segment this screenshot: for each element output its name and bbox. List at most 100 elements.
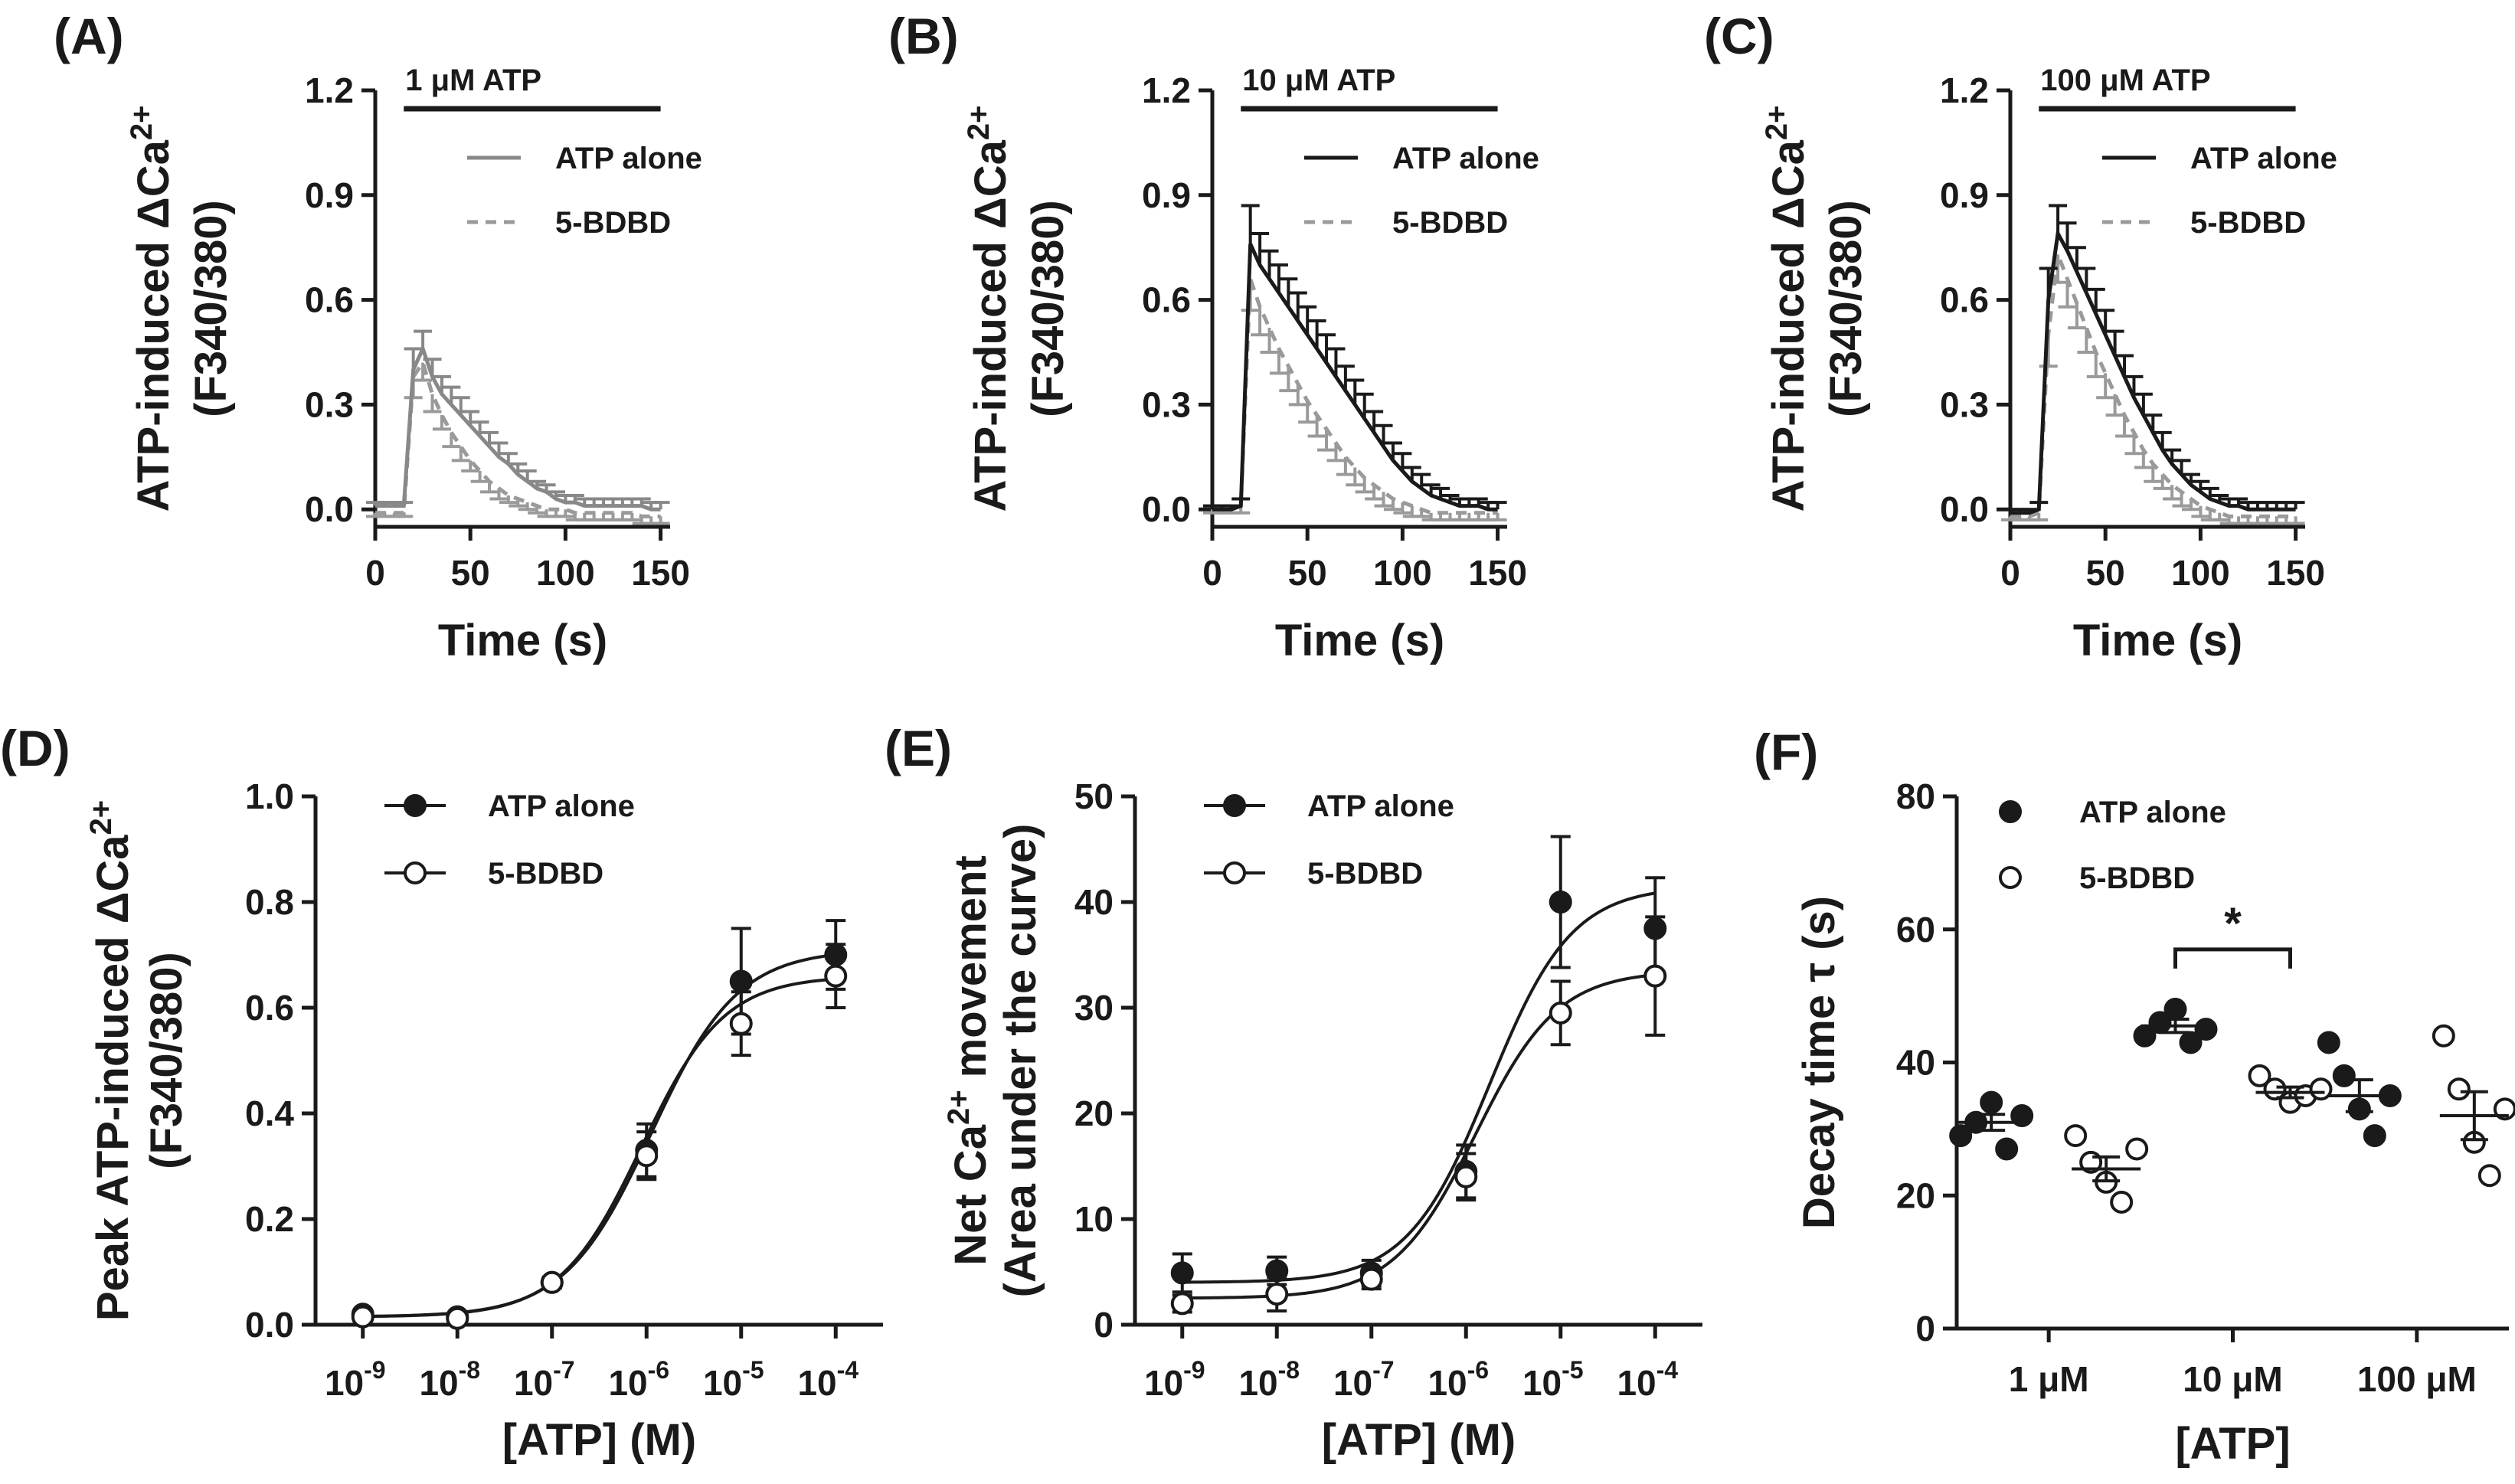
series-line	[2010, 227, 2296, 515]
x-tick-label: 10-6	[1428, 1356, 1489, 1403]
y-tick-label: 0.9	[1142, 175, 1191, 215]
y-tick-label: 0.0	[1940, 489, 1989, 529]
legend-label: ATP alone	[1307, 789, 1454, 823]
y-tick-label: 1.0	[245, 776, 294, 816]
series-atp-alone	[2001, 204, 2305, 515]
legend-label: 5-BDBD	[1307, 857, 1423, 891]
data-point	[1265, 1282, 1289, 1306]
y-tick-label: 1.2	[1940, 70, 1989, 110]
panel-label: (D)	[0, 720, 70, 776]
x-tick-label: 10-8	[1238, 1356, 1300, 1403]
data-point	[729, 969, 753, 993]
y-tick-label: 1.2	[1142, 70, 1191, 110]
series-atp-alone	[1203, 204, 1507, 512]
x-tick-label: 1 μM	[2009, 1359, 2089, 1399]
data-point	[1995, 1137, 2019, 1161]
x-tick-exponent: -5	[742, 1356, 764, 1384]
data-point	[1949, 1124, 1973, 1148]
x-tick-base: 10	[1333, 1363, 1372, 1403]
series-5-bdbd	[351, 943, 848, 1330]
legend-marker	[1999, 800, 2022, 823]
x-axis-label: [ATP] (M)	[502, 1415, 696, 1465]
series-line	[375, 358, 661, 518]
x-tick-exponent: -6	[648, 1356, 669, 1384]
legend-marker	[1223, 794, 1246, 817]
data-point	[2010, 1104, 2034, 1127]
x-tick-base: 10	[1522, 1363, 1562, 1403]
x-tick-base: 10	[703, 1363, 742, 1403]
series-atp-alone	[351, 919, 848, 1329]
x-tick-label: 50	[1288, 553, 1327, 593]
y-tick-label: 40	[1896, 1043, 1935, 1083]
y-axis-label-line2: (F340/380)	[142, 952, 191, 1169]
y-axis-label-line2: (F340/380)	[1821, 200, 1871, 417]
y-axis-label-part: ATP-induced ΔCa	[966, 139, 1015, 512]
fit-curve	[362, 977, 836, 1319]
x-tick-base: 10	[1617, 1363, 1656, 1403]
x-tick-label: 10-4	[1617, 1356, 1678, 1403]
data-point	[729, 1012, 753, 1035]
data-point	[2163, 998, 2187, 1021]
x-tick-base: 10	[1144, 1363, 1183, 1403]
y-axis-label-part: 2+	[962, 106, 996, 141]
x-axis-label: [ATP] (M)	[1322, 1415, 1516, 1465]
series-line	[1212, 278, 1498, 515]
legend-label: ATP alone	[2079, 796, 2226, 829]
y-tick-label: 0.6	[305, 280, 354, 320]
y-tick-label: 20	[1074, 1093, 1114, 1133]
y-axis-label: Net Ca2+ movement	[942, 855, 996, 1266]
x-tick-exponent: -7	[553, 1356, 574, 1384]
panel-label: (E)	[885, 720, 952, 776]
y-tick-label: 80	[1896, 776, 1935, 816]
y-tick-label: 0.4	[245, 1093, 294, 1133]
panel-label: (F)	[1754, 724, 1818, 780]
x-axis-label: [ATP]	[2175, 1419, 2290, 1469]
y-axis-label-line2: (Area under the curve)	[996, 824, 1045, 1298]
data-point	[2263, 1077, 2287, 1101]
legend: ATP alone 5-BDBD	[1999, 796, 2226, 895]
legend-marker	[1223, 861, 1246, 884]
x-tick-label: 150	[1468, 553, 1527, 593]
panel-C: (C) 0.0 0.3 0.6 0.9 1.2 0 50 100 150 Time (s) ATP-i…	[1704, 8, 2337, 665]
x-tick-label: 0	[1202, 553, 1222, 593]
y-tick-label: 40	[1074, 882, 1114, 922]
y-tick-label: 0.6	[245, 988, 294, 1028]
data-point	[2110, 1190, 2134, 1214]
panel-D: (D)0.00.20.40.60.81.010-9 10-8 10-7 10-6 10-…	[0, 720, 883, 1465]
data-point	[1454, 1165, 1478, 1188]
legend-label: ATP alone	[1392, 142, 1539, 175]
legend-label: 5-BDBD	[2190, 206, 2306, 240]
series-line	[375, 343, 661, 512]
data-point	[2309, 1077, 2333, 1101]
y-axis-label-part: ATP-induced ΔCa	[129, 139, 178, 512]
stimulus-label: 1 μM ATP	[405, 64, 541, 97]
panel-F: (F) 0 20 40 60 80 1 μM 10 μM 100 μM [ATP] Decay ti…	[1754, 724, 2515, 1469]
data-point	[2432, 1024, 2455, 1048]
x-tick-label: 0	[2000, 553, 2020, 593]
data-point	[2447, 1077, 2471, 1101]
x-tick-exponent: -4	[1656, 1356, 1679, 1384]
y-axis-label: ATP-induced ΔCa2+	[1760, 106, 1813, 512]
series-5-bdbd	[366, 358, 670, 525]
legend: ATP alone 5-BDBD	[1304, 142, 1539, 240]
y-tick-label: 0.9	[305, 175, 354, 215]
data-point	[1170, 1261, 1194, 1285]
data-point	[2332, 1064, 2356, 1087]
x-axis-label: Time (s)	[438, 616, 607, 665]
x-tick-exponent: -5	[1562, 1356, 1583, 1384]
x-tick-label: 10-9	[1144, 1356, 1205, 1403]
x-tick-exponent: -8	[459, 1356, 480, 1384]
x-tick-base: 10	[514, 1363, 553, 1403]
data-point	[2125, 1137, 2149, 1161]
x-tick-base: 10	[419, 1363, 458, 1403]
x-tick-label: 10-6	[608, 1356, 669, 1403]
stimulus-label: 100 μM ATP	[2040, 64, 2210, 97]
fit-curve	[362, 953, 836, 1319]
x-tick-label: 100	[2171, 553, 2230, 593]
series-line	[2010, 253, 2296, 518]
data-point	[635, 1144, 659, 1168]
x-tick-base: 10	[1238, 1363, 1277, 1403]
x-tick-label: 150	[2266, 553, 2325, 593]
